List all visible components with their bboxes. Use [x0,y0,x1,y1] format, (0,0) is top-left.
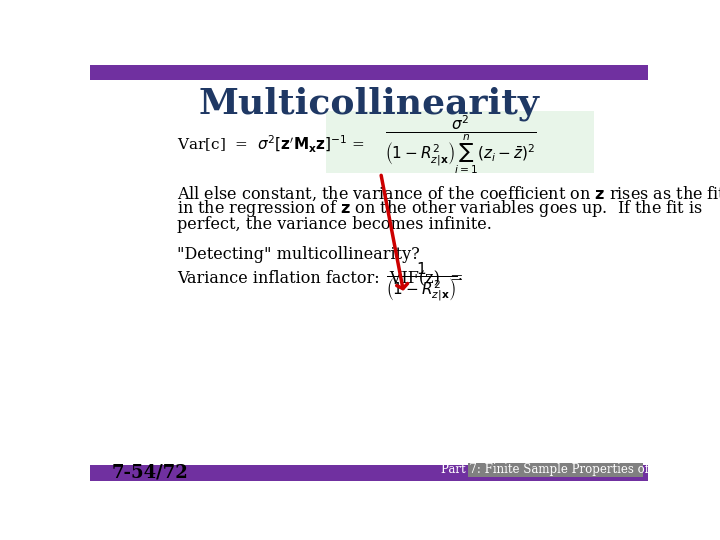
Text: 7-54/72: 7-54/72 [112,464,189,482]
Bar [90,465,648,481]
Text: "Detecting" multicollinearity?: "Detecting" multicollinearity? [177,246,420,264]
Text: Part 7: Finite Sample Properties of LS: Part 7: Finite Sample Properties of LS [441,463,669,476]
Text: in the regression of $\mathbf{z}$ on the other variables goes up.  If the fit is: in the regression of $\mathbf{z}$ on the… [177,198,703,219]
Text: $\dfrac{\sigma^2}{\left(1-R^2_{z|\mathbf{x}}\right)\sum_{i=1}^{n}(z_i - \bar{z}): $\dfrac{\sigma^2}{\left(1-R^2_{z|\mathbf… [384,113,536,176]
Text: Var[c]  =  $\sigma^2[\mathbf{z}'\mathbf{M}_\mathbf{x}\mathbf{z}]^{-1}$ =: Var[c] = $\sigma^2[\mathbf{z}'\mathbf{M}… [177,133,365,154]
Bar [90,65,648,80]
Text: Variance inflation factor:  VIF(z)  =: Variance inflation factor: VIF(z) = [177,269,469,287]
Text: All else constant, the variance of the coefficient on $\mathbf{z}$ rises as the : All else constant, the variance of the c… [177,184,720,202]
Text: Multicollinearity: Multicollinearity [199,86,539,120]
Text: $\dfrac{1}{\left(1-R^2_{z|\mathbf{x}}\right)}$.: $\dfrac{1}{\left(1-R^2_{z|\mathbf{x}}\ri… [387,260,463,303]
Text: perfect, the variance becomes infinite.: perfect, the variance becomes infinite. [177,215,492,233]
Bar [326,111,594,173]
Bar [468,463,642,477]
